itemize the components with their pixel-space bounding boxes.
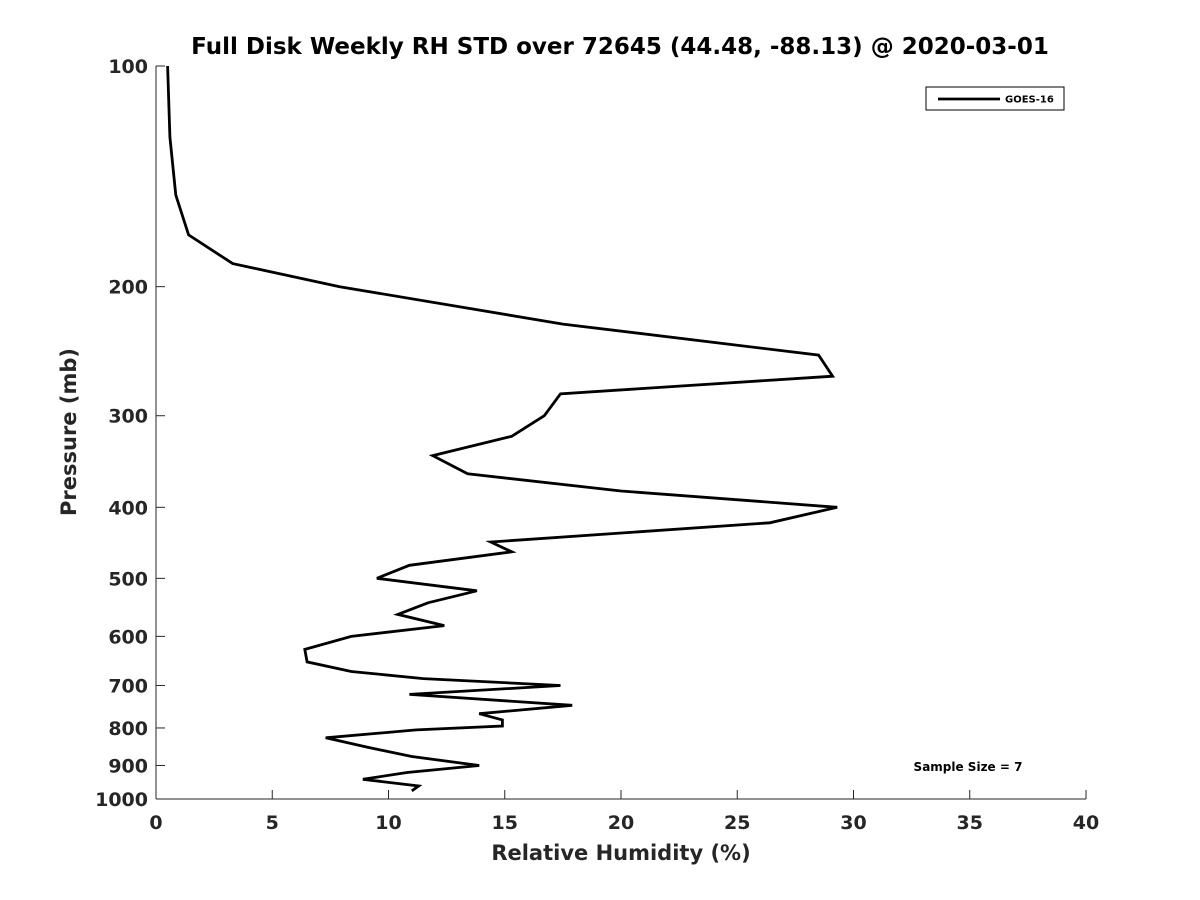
- y-tick-label: 700: [108, 675, 148, 697]
- x-tick-label: 0: [149, 812, 162, 834]
- x-tick-label: 30: [840, 812, 866, 834]
- legend: GOES-16: [925, 86, 1065, 111]
- x-tick-label: 20: [608, 812, 634, 834]
- chart-title: Full Disk Weekly RH STD over 72645 (44.4…: [191, 34, 1049, 60]
- x-tick-label: 40: [1073, 812, 1099, 834]
- y-axis-label: Pressure (mb): [57, 348, 81, 516]
- x-axis-label: Relative Humidity (%): [491, 841, 750, 865]
- y-tick-label: 1000: [95, 789, 148, 811]
- y-tick-label: 600: [108, 626, 148, 648]
- y-tick-label: 400: [108, 497, 148, 519]
- y-tick-label: 300: [108, 406, 148, 428]
- y-tick-label: 100: [108, 56, 148, 78]
- sample-size-annotation: Sample Size = 7: [914, 760, 1023, 774]
- y-tick-label: 200: [108, 277, 148, 299]
- x-tick-label: 25: [724, 812, 750, 834]
- y-tick-label: 500: [108, 568, 148, 590]
- legend-label-goes-16: GOES-16: [1005, 95, 1054, 106]
- series-line-goes-16: [166, 65, 838, 793]
- x-tick-label: 35: [957, 812, 983, 834]
- x-tick-label: 10: [375, 812, 401, 834]
- y-tick-label: 800: [108, 718, 148, 740]
- y-tick-label: 900: [108, 755, 148, 777]
- x-tick-label: 15: [492, 812, 518, 834]
- x-tick-label: 5: [266, 812, 279, 834]
